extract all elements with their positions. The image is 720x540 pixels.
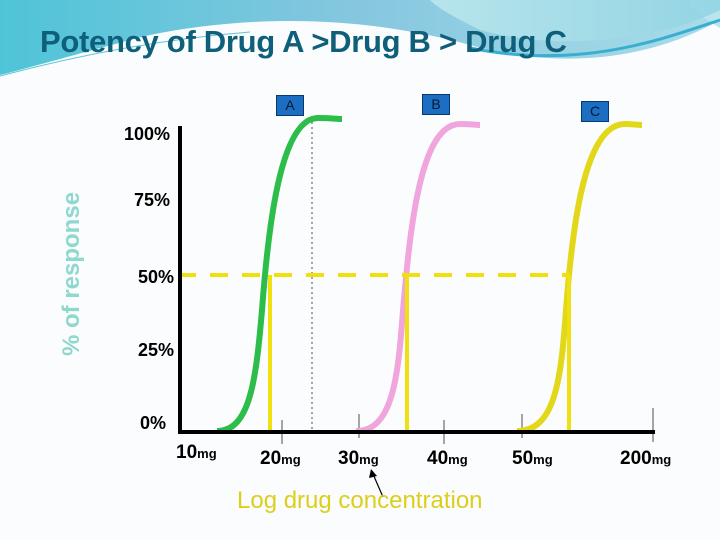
- y-tick-100: 100%: [123, 124, 170, 144]
- curve-c: [516, 120, 643, 434]
- curve-label-a: A: [276, 95, 304, 116]
- y-tick-75: 75%: [133, 190, 170, 210]
- x-tick-30: 30mg: [338, 448, 379, 469]
- x-tick-200: 200mg: [620, 448, 672, 469]
- x-tick-10: 10mg: [176, 442, 217, 463]
- x-tick-20: 20mg: [260, 448, 301, 469]
- curve-a: [216, 114, 343, 434]
- arrow-line: [372, 473, 384, 498]
- x-axis-label: Log drug concentration: [237, 487, 483, 514]
- x-tick-40: 40mg: [427, 448, 468, 469]
- slide-title: Potency of Drug A >Drug B > Drug C: [40, 24, 567, 59]
- arrow-head-icon: [369, 469, 377, 478]
- curve-b: [355, 120, 481, 434]
- y-tick-50: 50%: [137, 267, 174, 287]
- curve-label-b: B: [422, 94, 450, 115]
- y-tick-0: 0%: [139, 413, 166, 433]
- curve-label-c: C: [581, 101, 609, 122]
- y-tick-25: 25%: [137, 340, 174, 360]
- x-tick-marks: [281, 408, 654, 444]
- y-axis-label: % of response: [58, 191, 85, 356]
- x-tick-50: 50mg: [512, 448, 553, 469]
